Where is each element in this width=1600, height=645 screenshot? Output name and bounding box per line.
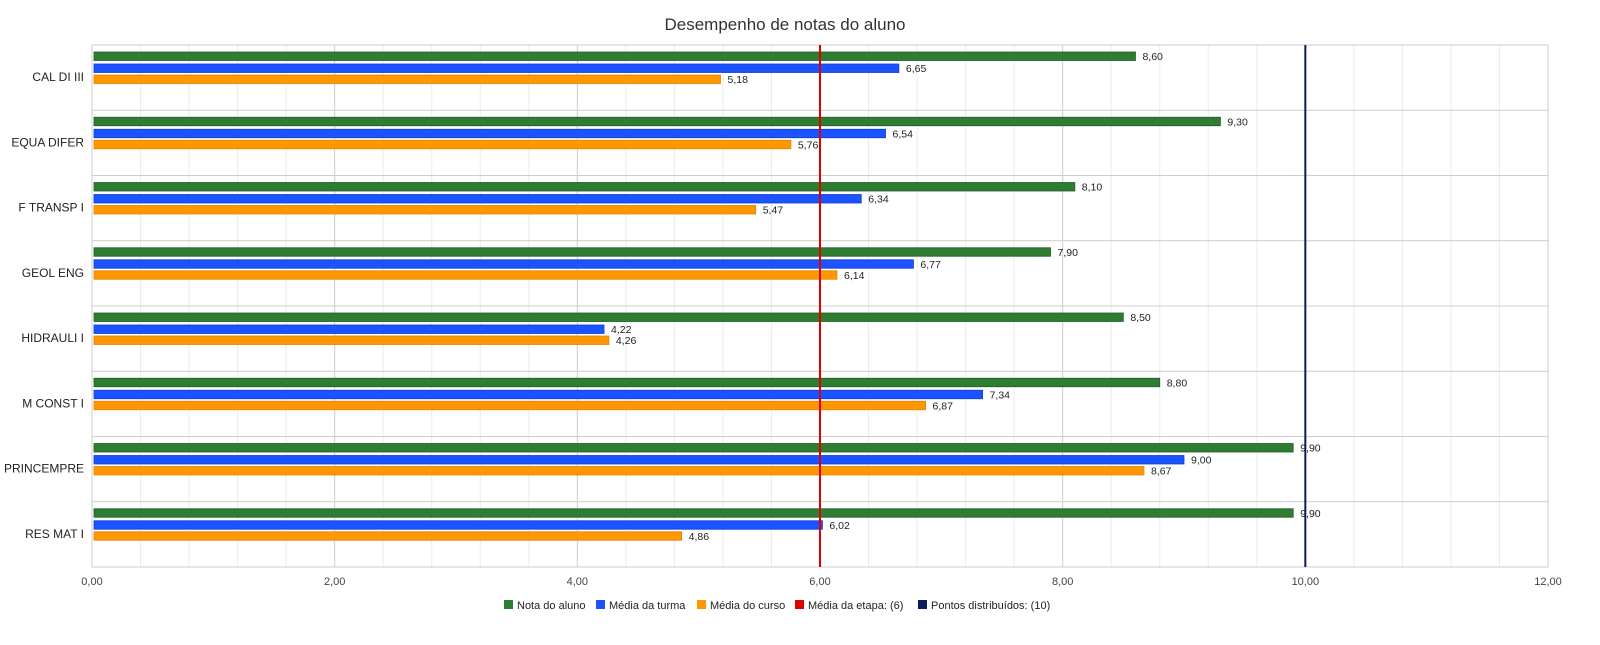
data-label: 8,60 bbox=[1142, 51, 1163, 63]
bar-m-dia-da-turma bbox=[93, 128, 886, 139]
x-tick-label: 6,00 bbox=[809, 576, 830, 588]
bar-m-dia-do-curso bbox=[93, 270, 838, 280]
data-label: 7,90 bbox=[1058, 247, 1079, 259]
x-tick-label: 4,00 bbox=[567, 576, 588, 588]
category-label: RES MAT I bbox=[25, 527, 84, 541]
bar-m-dia-da-turma bbox=[93, 389, 983, 400]
data-label: 6,14 bbox=[844, 270, 865, 282]
bar-nota-do-aluno bbox=[93, 182, 1076, 192]
data-label: 9,90 bbox=[1300, 443, 1321, 455]
data-label: 4,86 bbox=[689, 531, 710, 543]
legend-label: Pontos distribuídos: (10) bbox=[931, 600, 1050, 612]
x-tick-label: 8,00 bbox=[1052, 576, 1073, 588]
bar-nota-do-aluno bbox=[93, 116, 1221, 127]
data-label: 9,30 bbox=[1227, 116, 1248, 128]
category-label: M CONST I bbox=[22, 396, 84, 410]
bar-nota-do-aluno bbox=[93, 377, 1161, 388]
data-label: 8,10 bbox=[1082, 182, 1103, 194]
bar-nota-do-aluno bbox=[93, 247, 1051, 257]
bar-m-dia-da-turma bbox=[93, 520, 823, 530]
x-tick-label: 0,00 bbox=[81, 576, 102, 588]
data-label: 6,87 bbox=[933, 400, 954, 412]
legend-swatch bbox=[697, 600, 706, 609]
bar-nota-do-aluno bbox=[93, 312, 1124, 322]
data-label: 7,34 bbox=[990, 389, 1011, 401]
bar-nota-do-aluno bbox=[93, 51, 1136, 61]
legend-label: Nota do aluno bbox=[517, 600, 586, 612]
x-tick-label: 2,00 bbox=[324, 576, 345, 588]
legend-label: Média da turma bbox=[609, 600, 686, 612]
data-label: 8,67 bbox=[1151, 466, 1172, 478]
legend-swatch bbox=[795, 600, 804, 609]
data-label: 9,00 bbox=[1191, 455, 1212, 467]
category-label: CAL DI III bbox=[32, 70, 84, 84]
legend-swatch bbox=[596, 600, 605, 609]
data-label: 4,22 bbox=[611, 324, 632, 336]
data-label: 5,47 bbox=[763, 205, 784, 217]
data-label: 6,54 bbox=[893, 128, 914, 140]
x-tick-label: 12,00 bbox=[1534, 576, 1562, 588]
category-label: EQUA DIFER bbox=[11, 135, 84, 149]
bar-m-dia-da-turma bbox=[93, 63, 900, 73]
category-label: F TRANSP I bbox=[18, 201, 84, 215]
category-label: HIDRAULI I bbox=[21, 331, 84, 345]
data-label: 6,77 bbox=[920, 259, 941, 271]
bar-m-dia-do-curso bbox=[93, 400, 926, 411]
legend-label: Média da etapa: (6) bbox=[808, 600, 903, 612]
data-label: 5,76 bbox=[798, 139, 819, 151]
category-label: GEOL ENG bbox=[22, 266, 84, 280]
chart-title: Desempenho de notas do aluno bbox=[664, 15, 905, 34]
bar-m-dia-do-curso bbox=[93, 74, 721, 84]
data-label: 8,80 bbox=[1167, 377, 1188, 389]
category-label: PRINCEMPRE bbox=[4, 462, 84, 476]
legend-label: Média do curso bbox=[710, 600, 785, 612]
bar-m-dia-do-curso bbox=[93, 466, 1145, 476]
data-label: 5,18 bbox=[728, 74, 749, 86]
legend-swatch bbox=[918, 600, 927, 609]
bar-m-dia-do-curso bbox=[93, 205, 757, 215]
data-label: 6,65 bbox=[906, 63, 927, 75]
bar-m-dia-da-turma bbox=[93, 455, 1185, 465]
bar-m-dia-do-curso bbox=[93, 139, 792, 150]
data-label: 6,02 bbox=[829, 520, 850, 532]
data-label: 9,90 bbox=[1300, 508, 1321, 520]
data-label: 8,50 bbox=[1130, 312, 1151, 324]
bar-m-dia-do-curso bbox=[93, 335, 610, 345]
data-label: 4,26 bbox=[616, 335, 637, 347]
bar-m-dia-do-curso bbox=[93, 531, 683, 541]
bar-m-dia-da-turma bbox=[93, 324, 605, 334]
bar-m-dia-da-turma bbox=[93, 194, 862, 204]
bar-nota-do-aluno bbox=[93, 443, 1294, 453]
bar-nota-do-aluno bbox=[93, 508, 1294, 518]
x-tick-label: 10,00 bbox=[1292, 576, 1320, 588]
legend-swatch bbox=[504, 600, 513, 609]
data-label: 6,34 bbox=[868, 194, 889, 206]
bar-m-dia-da-turma bbox=[93, 259, 914, 269]
